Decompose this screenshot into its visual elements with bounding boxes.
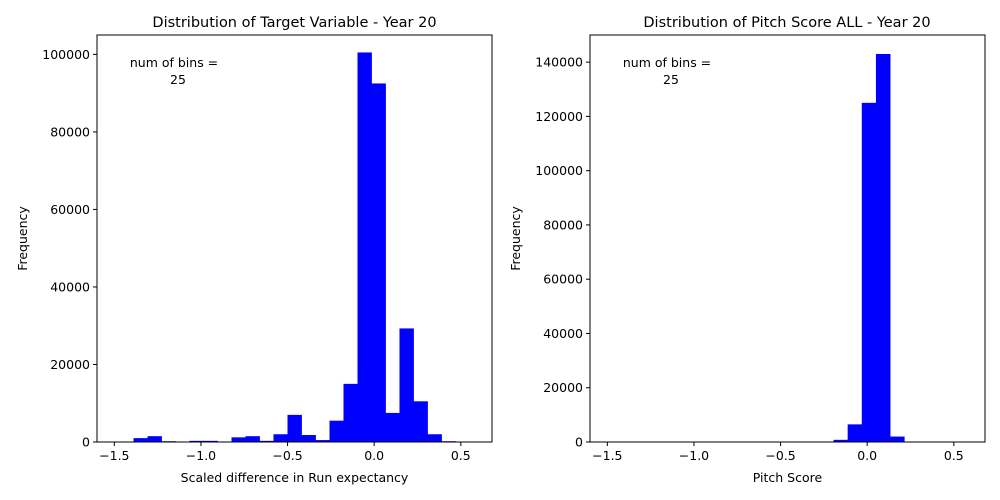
histogram-bar [329,420,344,442]
x-tick-label: 0.5 [451,448,471,463]
histogram-bar [847,424,863,442]
y-tick-label: 100000 [42,47,90,62]
y-axis-ticks: 0 20000 40000 60000 80000 100000 [42,47,97,450]
x-axis-label: Scaled difference in Run expectancy [181,470,409,485]
y-tick-label: 140000 [535,55,583,70]
x-axis-ticks: −1.5 −1.0 −0.5 0.0 0.5 [592,442,964,463]
chart-title: Distribution of Pitch Score ALL - Year 2… [643,15,930,31]
histogram-bar [371,83,386,442]
histogram-bar [245,436,260,442]
y-tick-label: 80000 [50,124,90,139]
histogram-bar [203,440,218,442]
bins-annotation-line1: num of bins = [130,55,218,70]
x-tick-label: −1.0 [186,448,216,463]
y-axis-label: Frequency [508,206,523,271]
histogram-bar [259,440,274,442]
histogram-bar [427,434,442,442]
y-tick-label: 120000 [535,109,583,124]
histogram-bar [875,53,891,442]
x-tick-label: −0.5 [272,448,302,463]
histogram-target-variable: Distribution of Target Variable - Year 2… [15,15,493,485]
chart-title: Distribution of Target Variable - Year 2… [152,15,436,31]
y-tick-label: 100000 [535,163,583,178]
histogram-bar [301,435,316,442]
histogram-bar [413,401,428,442]
histogram-bar [147,436,162,442]
x-axis-label: Pitch Score [753,470,823,485]
y-tick-label: 60000 [543,272,583,287]
plot-frame [96,34,493,443]
histogram-bar [357,52,372,442]
histogram-bar [343,383,358,442]
histogram-bar [385,412,400,442]
y-tick-label: 80000 [543,217,583,232]
histogram-bar [287,414,302,442]
plot-frame [589,34,986,443]
y-tick-label: 20000 [543,380,583,395]
bins-annotation-line2: 25 [663,72,679,87]
x-tick-label: −1.0 [679,448,709,463]
x-tick-label: 0.5 [944,448,964,463]
y-axis-label: Frequency [15,206,30,271]
y-tick-label: 40000 [50,279,90,294]
x-tick-label: 0.0 [857,448,877,463]
y-tick-label: 60000 [50,202,90,217]
x-tick-label: −1.5 [592,448,622,463]
y-tick-label: 0 [575,435,583,450]
histogram-bar [833,439,849,442]
bars [133,52,456,442]
histogram-bar [273,434,288,442]
histogram-pitch-score: Distribution of Pitch Score ALL - Year 2… [508,15,986,485]
histogram-bar [189,440,204,442]
y-tick-label: 0 [82,435,90,450]
x-tick-label: −1.5 [99,448,129,463]
y-tick-label: 20000 [50,357,90,372]
histogram-bar [133,438,148,442]
x-axis-ticks: −1.5 −1.0 −0.5 0.0 0.5 [99,442,471,463]
histogram-bar [399,328,414,442]
x-tick-label: −0.5 [765,448,795,463]
histogram-bar [861,102,877,442]
histogram-bar [315,440,330,442]
x-tick-label: 0.0 [364,448,384,463]
y-tick-label: 40000 [543,326,583,341]
y-axis-ticks: 0 20000 40000 60000 80000 100000 120000 140000 [535,55,590,450]
bins-annotation-line1: num of bins = [623,55,711,70]
bins-annotation-line2: 25 [170,72,186,87]
histogram-bar [890,436,905,442]
histogram-bar [231,437,246,442]
bars [833,53,905,442]
